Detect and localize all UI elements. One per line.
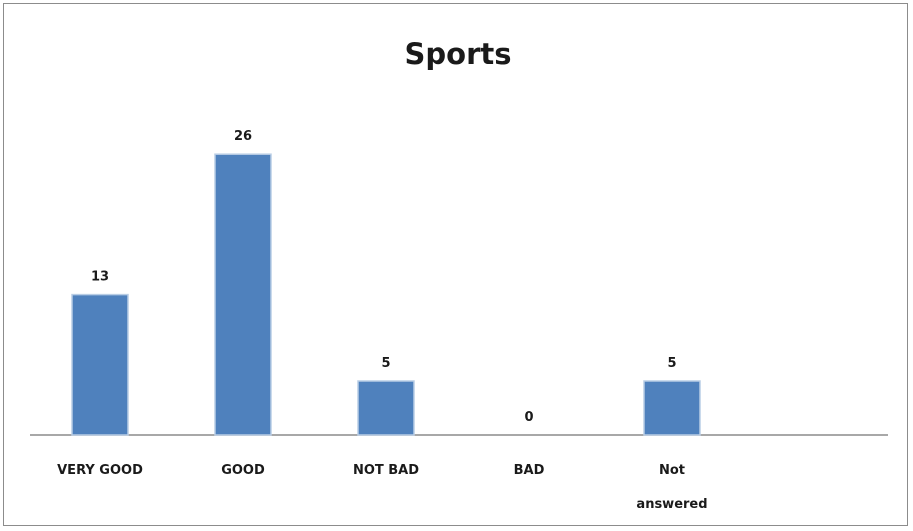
chart-frame <box>3 3 908 526</box>
bar-group <box>71 153 701 436</box>
data-label-1: 26 <box>234 129 252 144</box>
category-label-group: VERY GOOD GOOD NOT BAD BAD Not answered <box>57 463 707 512</box>
data-label-3: 0 <box>524 410 533 425</box>
bar-1 <box>214 153 272 436</box>
data-label-0: 13 <box>91 270 109 285</box>
data-label-4: 5 <box>667 356 676 371</box>
category-label-1: GOOD <box>221 463 265 478</box>
data-label-group: 13 26 5 0 5 <box>91 129 677 425</box>
category-label-2: NOT BAD <box>353 463 419 478</box>
bar-4 <box>643 380 701 436</box>
category-label-4: Not answered <box>636 463 707 512</box>
data-label-2: 5 <box>381 356 390 371</box>
chart-title: Sports <box>405 37 512 71</box>
category-label-3: BAD <box>514 463 545 478</box>
category-label-0: VERY GOOD <box>57 463 143 478</box>
bar-0 <box>71 293 129 436</box>
bar-2 <box>357 380 415 436</box>
